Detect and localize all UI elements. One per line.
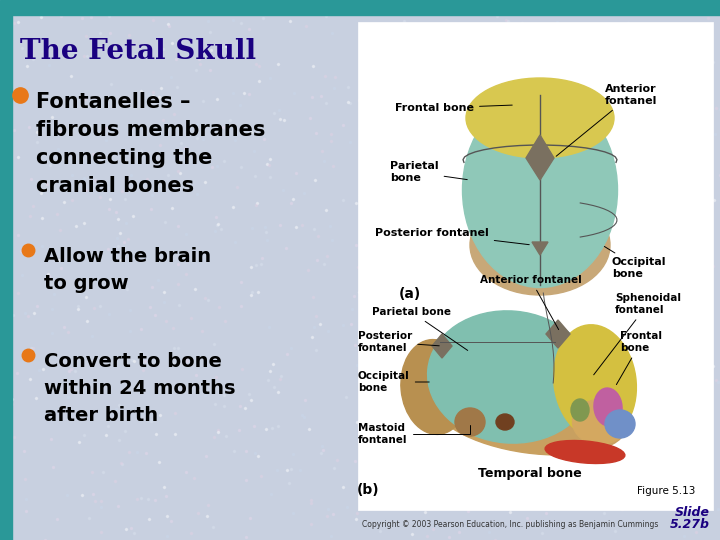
Ellipse shape — [433, 373, 626, 455]
Text: (a): (a) — [399, 287, 421, 301]
Ellipse shape — [545, 441, 625, 463]
Text: Mastoid
fontanel: Mastoid fontanel — [358, 423, 470, 445]
Ellipse shape — [496, 414, 514, 430]
Text: fibrous membranes: fibrous membranes — [36, 120, 266, 140]
Ellipse shape — [462, 92, 618, 287]
Text: Figure 5.13: Figure 5.13 — [636, 486, 695, 496]
Text: Anterior fontanel: Anterior fontanel — [480, 275, 582, 329]
Text: Frontal bone: Frontal bone — [395, 103, 512, 113]
Polygon shape — [546, 320, 570, 348]
Text: Posterior fontanel: Posterior fontanel — [375, 228, 529, 245]
Text: Copyright © 2003 Pearson Education, Inc. publishing as Benjamin Cummings: Copyright © 2003 Pearson Education, Inc.… — [362, 520, 658, 529]
Ellipse shape — [572, 400, 628, 444]
Text: after birth: after birth — [44, 406, 158, 425]
Ellipse shape — [605, 410, 635, 438]
Text: Sphenoidal
fontanel: Sphenoidal fontanel — [594, 293, 681, 375]
Bar — [0, 15, 12, 540]
Text: Anterior
fontanel: Anterior fontanel — [556, 84, 657, 156]
Ellipse shape — [554, 325, 636, 439]
Ellipse shape — [594, 388, 622, 426]
Polygon shape — [432, 334, 452, 358]
Text: The Fetal Skull: The Fetal Skull — [20, 38, 256, 65]
Text: Occipital
bone: Occipital bone — [358, 371, 429, 393]
Text: Temporal bone: Temporal bone — [478, 467, 582, 480]
Ellipse shape — [401, 340, 469, 434]
Text: 5.27b: 5.27b — [670, 518, 710, 531]
Polygon shape — [526, 135, 554, 180]
Text: Fontanelles –: Fontanelles – — [36, 92, 191, 112]
Text: Slide: Slide — [675, 506, 710, 519]
Text: Allow the brain: Allow the brain — [44, 247, 211, 266]
Text: Occipital
bone: Occipital bone — [604, 246, 667, 279]
Ellipse shape — [466, 78, 614, 158]
Bar — [0, 0, 720, 15]
Text: Convert to bone: Convert to bone — [44, 352, 222, 371]
Text: (b): (b) — [356, 483, 379, 497]
Polygon shape — [532, 242, 548, 255]
Text: Parietal
bone: Parietal bone — [390, 161, 467, 183]
Ellipse shape — [571, 399, 589, 421]
Ellipse shape — [470, 195, 610, 295]
Text: within 24 months: within 24 months — [44, 379, 235, 398]
Ellipse shape — [455, 408, 485, 436]
Text: Parietal bone: Parietal bone — [372, 307, 468, 350]
Ellipse shape — [428, 311, 593, 443]
Text: cranial bones: cranial bones — [36, 176, 194, 196]
Bar — [358, 22, 713, 510]
Text: connecting the: connecting the — [36, 148, 212, 168]
Text: Frontal
bone: Frontal bone — [616, 331, 662, 384]
Text: to grow: to grow — [44, 274, 129, 293]
Text: Posterior
fontanel: Posterior fontanel — [358, 331, 439, 353]
